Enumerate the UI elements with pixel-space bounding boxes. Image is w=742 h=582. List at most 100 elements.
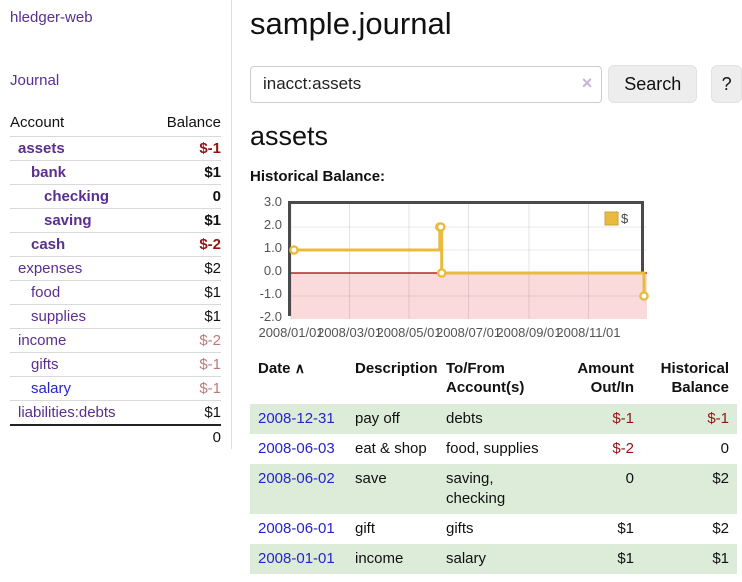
sidebar-account-link[interactable]: gifts: [31, 356, 59, 373]
register-row: 2008-01-01 income salary $1 $1: [250, 544, 737, 574]
sidebar-account-balance: 0: [149, 184, 221, 209]
accounts-table: Account Balance assets $-1 bank $1 checking 0…: [10, 112, 221, 449]
transaction-amount: 0: [625, 470, 634, 487]
sidebar: hledger-web Journal Account Balance asse…: [0, 0, 232, 449]
sidebar-account-row: expenses $2: [10, 256, 221, 281]
sidebar-account-link[interactable]: salary: [31, 380, 72, 397]
x-axis-tick-label: 2008/11/01: [556, 325, 621, 340]
register-table: Date ∧ Description To/From Account(s) Am…: [250, 357, 737, 574]
register-row: 2008-06-01 gift gifts $1 $2: [250, 514, 737, 544]
transaction-date-link[interactable]: 2008-01-01: [258, 550, 335, 567]
balance-column-header: Balance: [166, 114, 221, 131]
y-axis-tick-label: 0.0: [263, 263, 282, 278]
transaction-amount: $-2: [612, 440, 634, 457]
x-axis-tick-label: 2008/03/01: [316, 325, 383, 340]
y-axis-tick-label: 1.0: [263, 240, 282, 255]
balance-column-header: Historical Balance: [660, 360, 729, 396]
sidebar-account-balance: $1: [149, 304, 221, 329]
y-axis-tick-label: -2.0: [259, 309, 282, 324]
search-form: × Search ?: [250, 65, 742, 103]
sidebar-account-row: bank $1: [10, 160, 221, 185]
amount-column-header: Amount Out/In: [577, 360, 634, 396]
x-axis-tick-label: 2008/01/01: [258, 325, 324, 340]
sidebar-account-row: saving $1: [10, 208, 221, 233]
transaction-description: pay off: [355, 410, 400, 427]
transaction-date-link[interactable]: 2008-06-03: [258, 440, 335, 457]
transaction-date-link[interactable]: 2008-06-02: [258, 470, 335, 487]
sidebar-account-balance: $-2: [149, 232, 221, 257]
sidebar-account-row: salary $-1: [10, 376, 221, 401]
transaction-accounts: gifts: [446, 520, 474, 537]
clear-search-icon[interactable]: ×: [581, 72, 593, 93]
description-column-header: Description: [355, 360, 438, 377]
transaction-amount: $1: [617, 550, 634, 567]
chart-plot-area: $: [288, 201, 649, 319]
sidebar-account-link[interactable]: income: [18, 332, 67, 349]
sidebar-account-link[interactable]: expenses: [18, 260, 83, 277]
negative-region: [291, 273, 647, 319]
sidebar-account-link[interactable]: checking: [44, 188, 110, 205]
transaction-amount: $-1: [612, 410, 634, 427]
sidebar-account-link[interactable]: supplies: [31, 308, 87, 325]
register-row: 2008-06-02 save saving, checking 0 $2: [250, 464, 737, 514]
data-point-marker: [435, 222, 446, 232]
transaction-balance: $2: [712, 520, 729, 537]
search-input[interactable]: [250, 65, 603, 103]
sidebar-account-row: cash $-2: [10, 232, 221, 257]
transaction-description: eat & shop: [355, 440, 427, 457]
sidebar-accounts-body: assets $-1 bank $1 checking 0 saving $1 cash $-2 e…: [10, 136, 221, 425]
sidebar-account-row: liabilities:debts $1: [10, 400, 221, 425]
sidebar-account-balance: $1: [149, 160, 221, 185]
nav-journal: Journal: [10, 72, 221, 89]
legend-swatch: [604, 211, 619, 226]
sidebar-account-link[interactable]: liabilities:debts: [18, 404, 116, 421]
journal-link[interactable]: Journal: [10, 72, 60, 89]
chart-svg: $: [289, 204, 649, 319]
main-content: sample.journal × Search ? assets Histori…: [232, 0, 742, 574]
sidebar-account-balance: $-1: [149, 376, 221, 401]
transaction-balance: $2: [712, 470, 729, 487]
date-column-header[interactable]: Date ∧: [258, 360, 305, 377]
app-brand: hledger-web: [10, 9, 221, 27]
sidebar-account-balance: $-1: [149, 136, 221, 161]
sidebar-account-link[interactable]: cash: [31, 236, 66, 253]
transaction-accounts: saving, checking: [446, 470, 506, 507]
sidebar-account-link[interactable]: food: [31, 284, 61, 301]
transaction-date-link[interactable]: 2008-12-31: [258, 410, 335, 427]
transaction-balance: 0: [720, 440, 729, 457]
sidebar-account-row: supplies $1: [10, 304, 221, 329]
account-title: assets: [250, 121, 329, 151]
brand-link[interactable]: hledger-web: [10, 9, 93, 26]
transaction-date-link[interactable]: 2008-06-01: [258, 520, 335, 537]
help-button[interactable]: ?: [711, 65, 742, 103]
sidebar-account-link[interactable]: saving: [44, 212, 92, 229]
sidebar-account-row: checking 0: [10, 184, 221, 209]
accounts-column-header: To/From Account(s): [446, 360, 525, 396]
historical-balance-chart: $ 3.0 2.0 1.0 0.0 -1.0 -2.0 2008/01/01 2008/03/…: [250, 194, 652, 345]
x-axis-tick-label: 2008/09/01: [496, 325, 562, 340]
transaction-amount: $1: [617, 520, 634, 537]
transaction-description: save: [355, 470, 387, 487]
search-button[interactable]: Search: [608, 65, 698, 103]
sidebar-account-balance: $2: [149, 256, 221, 281]
sidebar-account-row: food $1: [10, 280, 221, 305]
sidebar-account-link[interactable]: bank: [31, 164, 67, 181]
sidebar-account-balance: $1: [149, 208, 221, 233]
data-point-marker: [639, 291, 649, 301]
register-row: 2008-06-03 eat & shop food, supplies $-2 0: [250, 434, 737, 464]
y-axis-tick-label: 3.0: [263, 194, 282, 209]
sidebar-account-balance: $1: [149, 400, 221, 425]
x-axis-tick-label: 2008/07/01: [435, 325, 502, 340]
transaction-accounts: debts: [446, 410, 483, 427]
register-header-row: Date ∧ Description To/From Account(s) Am…: [250, 357, 737, 404]
sidebar-account-row: income $-2: [10, 328, 221, 353]
y-axis-tick-label: 2.0: [263, 217, 282, 232]
sidebar-account-link[interactable]: assets: [18, 140, 65, 157]
sort-ascending-icon: ∧: [294, 360, 305, 376]
sidebar-account-balance: $1: [149, 280, 221, 305]
sidebar-total-row: 0: [10, 424, 221, 449]
sidebar-account-balance: $-1: [149, 352, 221, 377]
sidebar-total-balance: 0: [149, 424, 221, 449]
y-axis-tick-label: -1.0: [259, 286, 282, 301]
